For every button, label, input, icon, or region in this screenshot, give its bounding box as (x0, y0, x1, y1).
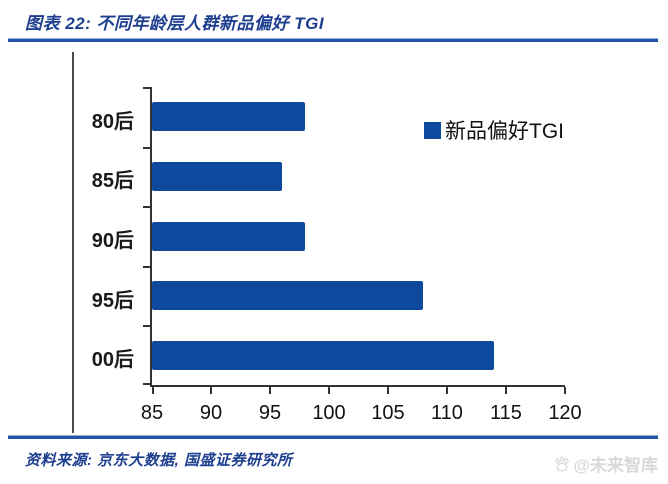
figure-title: 图表 22: 不同年龄层人群新品偏好 TGI (25, 14, 325, 33)
bar-00后 (152, 340, 495, 370)
x-axis-tick-label: 105 (371, 402, 405, 424)
watermark: @未来智库 (553, 451, 658, 476)
x-axis-tick (328, 387, 330, 394)
x-axis-tick-label: 110 (431, 402, 463, 424)
x-axis-tick (269, 387, 271, 394)
x-axis-tick (210, 387, 212, 394)
top-rule (8, 38, 658, 42)
x-axis-tick (387, 387, 389, 394)
y-axis-tick (143, 146, 150, 149)
y-axis-tick (143, 383, 150, 385)
plot-area: 80后 85后 90后 95后 00后 85 90 95 100 105 110 115 120 (92, 87, 582, 424)
x-axis-tick-label: 95 (258, 402, 282, 424)
left-margin-line (72, 52, 74, 433)
x-axis-tick (564, 387, 566, 394)
category-label-80后: 80后 (91, 110, 134, 133)
x-axis-tick-label: 100 (312, 402, 346, 424)
chart-legend: 新品偏好TGI (424, 115, 564, 145)
x-axis-tick-label: 120 (548, 402, 582, 424)
x-axis-tick-label: 85 (140, 402, 164, 424)
y-axis-tick (143, 206, 150, 209)
x-axis-tick-label: 90 (199, 402, 223, 424)
bar-95后 (152, 281, 424, 311)
category-label-00后: 00后 (91, 349, 134, 372)
source-note: 资料来源: 京东大数据, 国盛证券研究所 (25, 452, 293, 469)
x-axis-tick (505, 387, 507, 394)
bottom-rule (8, 435, 658, 439)
x-axis-tick (446, 387, 448, 394)
category-label-90后: 90后 (91, 230, 134, 252)
paw-icon (555, 455, 570, 471)
category-label-95后: 95后 (91, 289, 134, 312)
watermark-text: @未来智库 (573, 456, 658, 475)
y-axis-tick (143, 325, 150, 328)
bar-90后 (152, 221, 306, 251)
x-axis-tick (152, 387, 154, 394)
category-label-85后: 85后 (91, 170, 134, 193)
y-axis-tick (143, 87, 150, 89)
legend-label: 新品偏好TGI (445, 120, 564, 143)
bar-80后 (152, 102, 306, 132)
x-axis-tick-label: 115 (490, 402, 522, 424)
y-axis-tick (143, 265, 150, 268)
legend-swatch (424, 121, 441, 139)
bar-85后 (152, 161, 282, 191)
